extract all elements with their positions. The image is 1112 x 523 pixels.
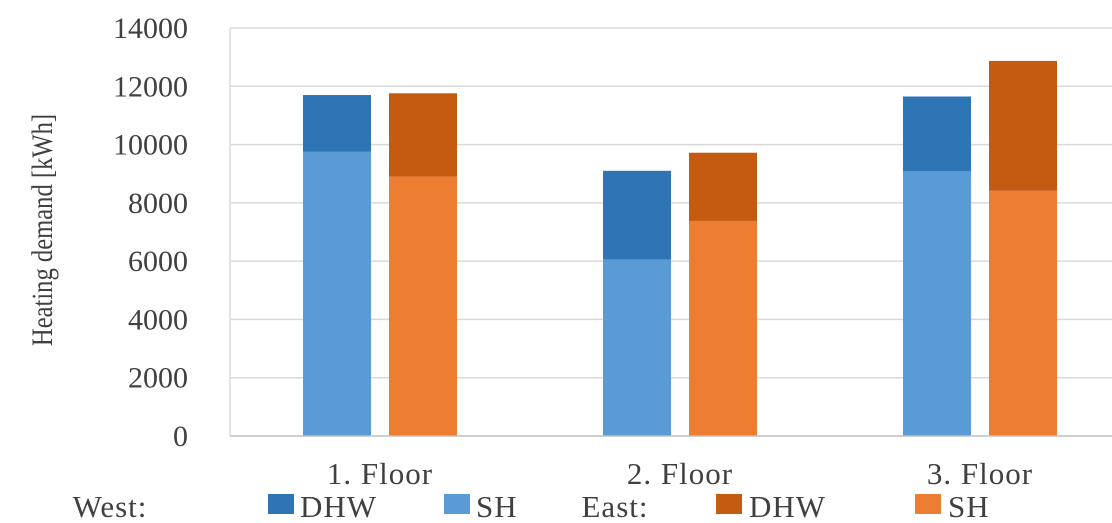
legend-swatch: [268, 494, 294, 514]
bar-west-sh-2: [603, 259, 671, 436]
legend-label: DHW: [300, 489, 377, 523]
legend-label: SH: [948, 489, 990, 523]
y-tick-label: 14000: [113, 12, 188, 45]
bar-west-dhw-1: [303, 95, 371, 152]
category-label: 1. Floor: [327, 456, 433, 491]
bars: [303, 60, 1057, 436]
legend-group-label: West:: [73, 489, 148, 523]
bar-west-dhw-2: [603, 170, 671, 260]
y-tick-label: 0: [173, 420, 188, 453]
bar-west-dhw-3: [903, 96, 971, 172]
y-tick-label: 8000: [128, 187, 188, 220]
bar-east-dhw-3: [989, 60, 1057, 191]
bar-east-sh-1: [389, 176, 457, 436]
category-label: 3. Floor: [927, 456, 1033, 491]
y-tick-label: 6000: [128, 245, 188, 278]
legend-label: SH: [476, 489, 518, 523]
legend-swatch: [915, 494, 941, 514]
bar-west-sh-3: [903, 171, 971, 436]
legend: West: East: DHW SH DHW SH: [73, 489, 990, 523]
category-labels: 1. Floor 2. Floor 3. Floor: [327, 456, 1033, 491]
y-axis-tick-labels: 0 2000 4000 6000 8000 10000 12000 14000: [113, 12, 188, 453]
y-tick-label: 2000: [128, 362, 188, 395]
y-axis-label: Heating demand [kWh]: [26, 114, 59, 346]
legend-label: DHW: [749, 489, 826, 523]
bar-east-dhw-2: [689, 152, 757, 221]
bar-east-sh-2: [689, 220, 757, 436]
y-tick-label: 12000: [113, 70, 188, 103]
category-label: 2. Floor: [627, 456, 733, 491]
legend-group-label: East:: [582, 489, 649, 523]
legend-swatch: [444, 494, 470, 514]
y-tick-label: 4000: [128, 303, 188, 336]
y-tick-label: 10000: [113, 129, 188, 162]
legend-swatch: [716, 494, 742, 514]
bar-east-sh-3: [989, 190, 1057, 436]
bar-west-sh-1: [303, 151, 371, 436]
bar-east-dhw-1: [389, 93, 457, 177]
